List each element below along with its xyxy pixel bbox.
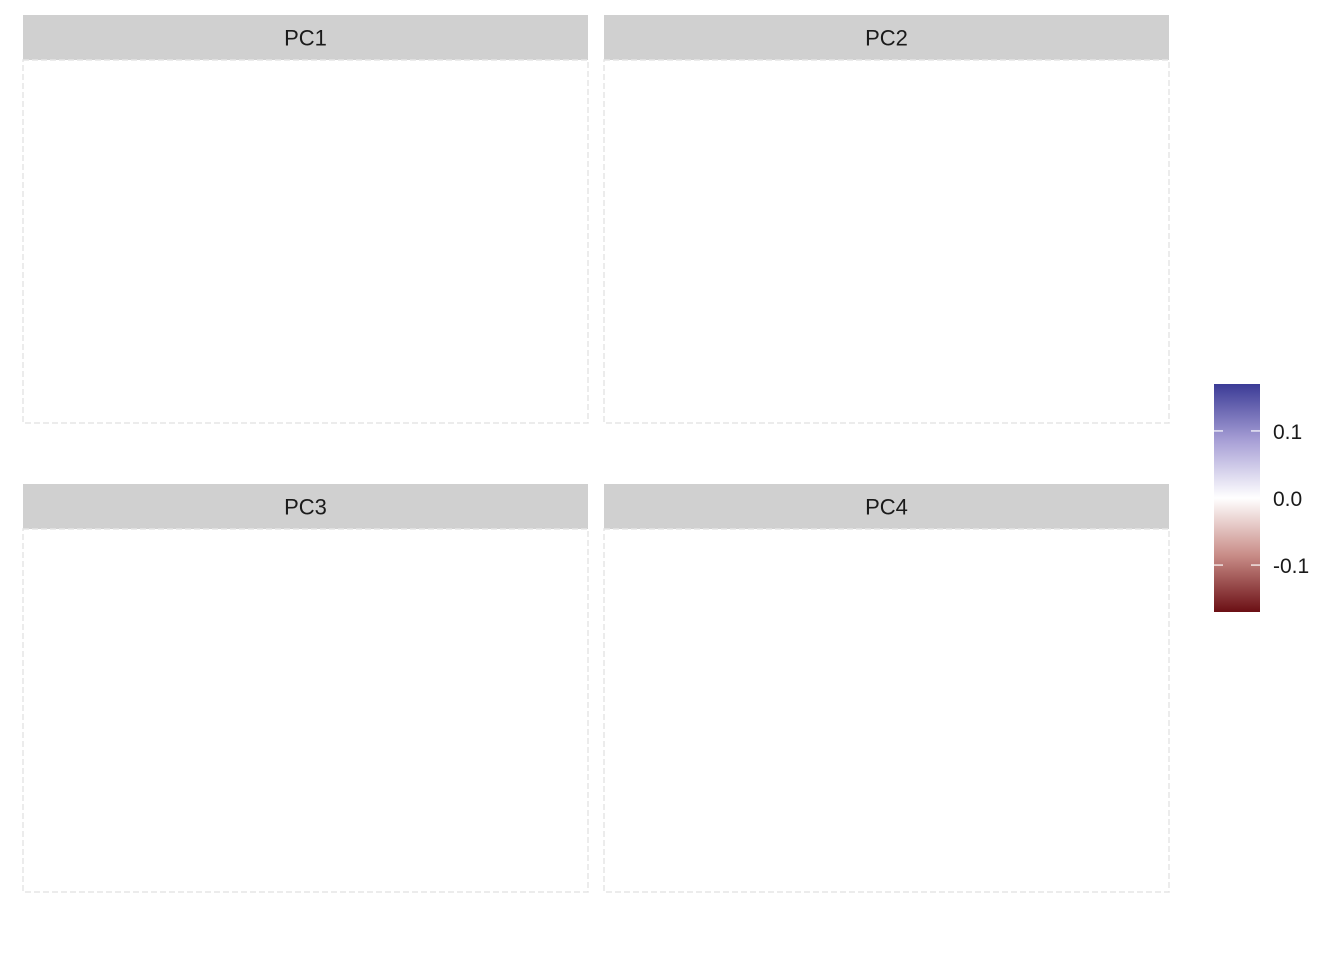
legend-tick-label: 0.0 (1273, 488, 1302, 511)
color-legend: 0.1 0.0 -0.1 (1214, 384, 1309, 612)
facet-label: PC2 (865, 26, 908, 51)
facet-label: PC1 (284, 26, 327, 51)
panel-border (22, 59, 589, 424)
panel-border (603, 59, 1170, 424)
facet-label: PC3 (284, 495, 327, 520)
facet-strip (23, 484, 588, 529)
facet-pc3: PC3 (22, 484, 589, 893)
facet-panels: PC1 PC2 PC3 PC4 (22, 15, 1170, 893)
facet-label: PC4 (865, 495, 908, 520)
legend-tick-label: -0.1 (1273, 555, 1309, 578)
facet-strip (604, 484, 1169, 529)
facet-pc4: PC4 (603, 484, 1170, 893)
facet-strip (23, 15, 588, 60)
legend-tick-label: 0.1 (1273, 421, 1302, 444)
facet-pc2: PC2 (603, 15, 1170, 424)
panel-border (22, 528, 589, 893)
facet-pc1: PC1 (22, 15, 589, 424)
facet-strip (604, 15, 1169, 60)
panel-border (603, 528, 1170, 893)
